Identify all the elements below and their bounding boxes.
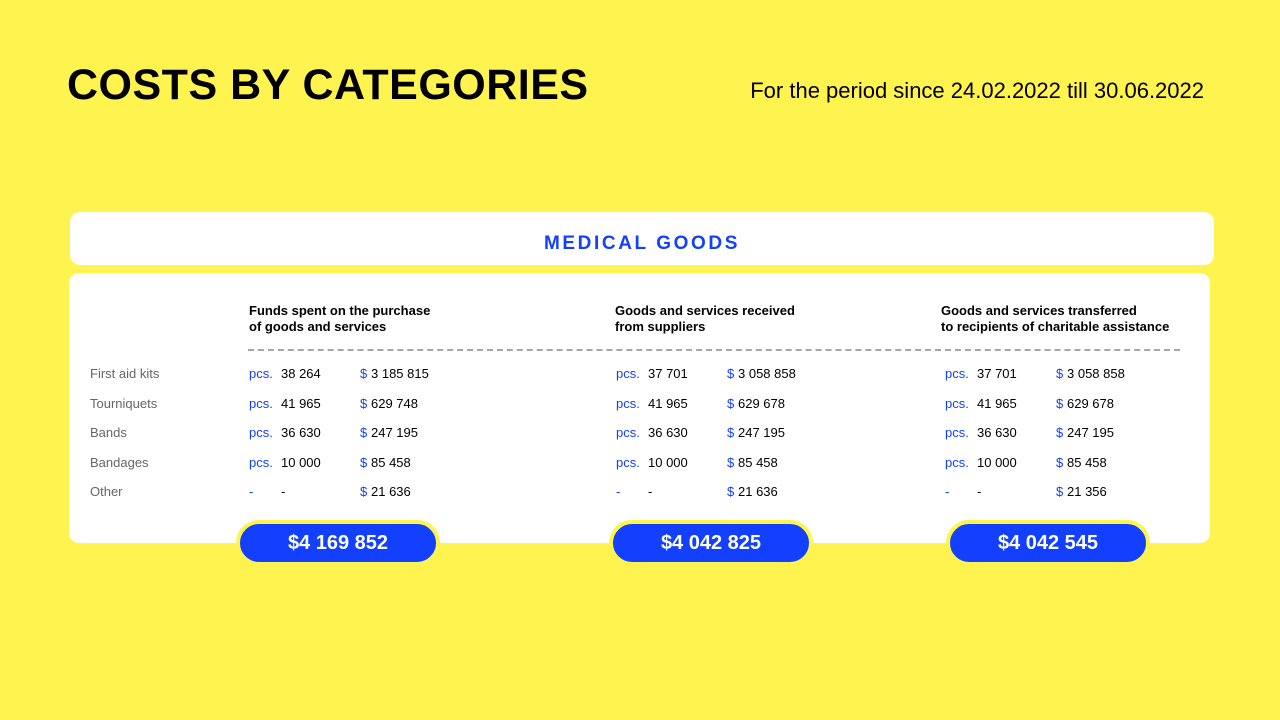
page-title: COSTS BY CATEGORIES bbox=[67, 61, 589, 109]
unit: - bbox=[616, 484, 621, 499]
currency: $ bbox=[1056, 454, 1064, 470]
currency: $ bbox=[360, 395, 368, 411]
quantity: 37 701 bbox=[648, 366, 688, 381]
column-heading: Goods and services received from supplie… bbox=[615, 303, 795, 337]
column-heading: Goods and services transferred to recipi… bbox=[941, 303, 1169, 337]
amount: 85 458 bbox=[738, 454, 778, 470]
amount: 3 185 815 bbox=[371, 366, 429, 381]
unit: pcs. bbox=[616, 366, 640, 381]
currency: $ bbox=[727, 425, 735, 440]
currency: $ bbox=[360, 366, 368, 381]
quantity: 41 965 bbox=[648, 395, 688, 411]
currency: $ bbox=[1056, 425, 1064, 440]
row-label: Tourniquets bbox=[90, 395, 158, 411]
unit: pcs. bbox=[249, 395, 273, 411]
quantity: 10 000 bbox=[977, 454, 1017, 470]
row-label: Bandages bbox=[90, 454, 149, 470]
row-label: First aid kits bbox=[90, 366, 160, 381]
unit: pcs. bbox=[945, 454, 969, 470]
currency: $ bbox=[727, 395, 735, 411]
amount: 247 195 bbox=[1067, 425, 1114, 440]
total-badge-funds-spent: $4 169 852 bbox=[236, 520, 440, 566]
period-text: For the period since 24.02.2022 till 30.… bbox=[750, 78, 1204, 103]
row-label: Other bbox=[90, 484, 123, 499]
quantity: 36 630 bbox=[648, 425, 688, 440]
column-heading-line: of goods and services bbox=[249, 319, 387, 334]
amount: 247 195 bbox=[371, 425, 418, 440]
quantity: - bbox=[977, 484, 982, 499]
currency: $ bbox=[727, 454, 735, 470]
column-heading-line: to recipients of charitable assistance bbox=[941, 319, 1170, 334]
unit: pcs. bbox=[616, 425, 640, 440]
quantity: 37 701 bbox=[977, 366, 1017, 381]
unit: pcs. bbox=[945, 395, 969, 411]
quantity: 41 965 bbox=[281, 395, 321, 411]
column-heading-line: Goods and services transferred bbox=[941, 303, 1137, 318]
quantity: 41 965 bbox=[977, 395, 1017, 411]
quantity: 10 000 bbox=[648, 454, 688, 470]
unit: pcs. bbox=[616, 395, 640, 411]
total-badge-transferred: $4 042 545 bbox=[946, 520, 1150, 566]
section-header: MEDICAL GOODS bbox=[70, 212, 1214, 265]
amount: 85 458 bbox=[371, 454, 411, 470]
data-card bbox=[69, 273, 1210, 543]
quantity: 36 630 bbox=[281, 425, 321, 440]
currency: $ bbox=[727, 366, 735, 381]
unit: pcs. bbox=[945, 366, 969, 381]
amount: 21 356 bbox=[1067, 484, 1107, 499]
quantity: - bbox=[281, 484, 286, 499]
currency: $ bbox=[1056, 395, 1064, 411]
column-heading-line: from suppliers bbox=[615, 319, 706, 334]
column-funds-spent: Funds spent on the purchase of goods and… bbox=[249, 303, 430, 499]
section-title: MEDICAL GOODS bbox=[543, 232, 740, 254]
amount: 21 636 bbox=[738, 484, 778, 499]
quantity: 38 264 bbox=[281, 366, 321, 381]
amount: 21 636 bbox=[371, 484, 411, 499]
amount: 3 058 858 bbox=[738, 366, 796, 381]
amount: 247 195 bbox=[738, 425, 785, 440]
total-badge-received: $4 042 825 bbox=[609, 520, 813, 566]
row-labels: First aid kits Tourniquets Bands Bandage… bbox=[90, 364, 159, 512]
currency: $ bbox=[1056, 366, 1064, 381]
unit: pcs. bbox=[616, 454, 640, 470]
row-label: Bands bbox=[90, 425, 127, 440]
amount: 3 058 858 bbox=[1067, 366, 1125, 381]
currency: $ bbox=[360, 425, 368, 440]
quantity: - bbox=[648, 484, 653, 499]
column-received: Goods and services received from supplie… bbox=[615, 303, 796, 499]
currency: $ bbox=[727, 484, 735, 499]
amount: 629 678 bbox=[738, 395, 785, 411]
quantity: 10 000 bbox=[281, 454, 321, 470]
amount: 629 678 bbox=[1067, 395, 1114, 411]
currency: $ bbox=[360, 484, 368, 499]
unit: pcs. bbox=[249, 425, 273, 440]
column-heading-line: Funds spent on the purchase bbox=[249, 303, 431, 318]
column-transferred: Goods and services transferred to recipi… bbox=[941, 303, 1169, 499]
amount: 629 748 bbox=[371, 395, 418, 411]
dashed-divider bbox=[248, 349, 1180, 351]
column-heading-line: Goods and services received bbox=[615, 303, 795, 318]
unit: pcs. bbox=[249, 454, 273, 470]
unit: - bbox=[945, 484, 950, 499]
unit: pcs. bbox=[945, 425, 969, 440]
unit: - bbox=[249, 484, 254, 499]
currency: $ bbox=[1056, 484, 1064, 499]
currency: $ bbox=[360, 454, 368, 470]
quantity: 36 630 bbox=[977, 425, 1017, 440]
unit: pcs. bbox=[249, 366, 273, 381]
column-heading: Funds spent on the purchase of goods and… bbox=[249, 303, 430, 337]
amount: 85 458 bbox=[1067, 454, 1107, 470]
